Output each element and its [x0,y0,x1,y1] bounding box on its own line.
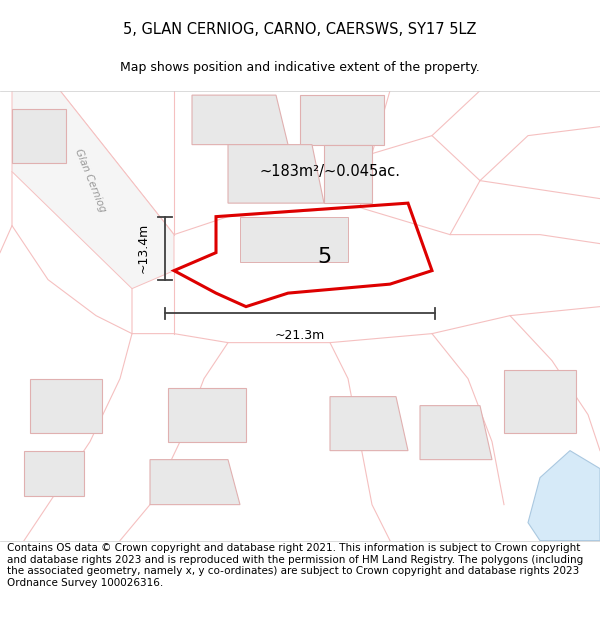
Polygon shape [12,109,66,162]
Polygon shape [528,451,600,541]
Text: ~13.4m: ~13.4m [137,223,150,273]
Polygon shape [12,91,174,289]
Text: 5: 5 [317,247,331,267]
Polygon shape [24,451,84,496]
Polygon shape [324,144,372,203]
Polygon shape [150,459,240,504]
Polygon shape [300,95,384,144]
Polygon shape [168,388,246,442]
Text: Map shows position and indicative extent of the property.: Map shows position and indicative extent… [120,61,480,74]
Polygon shape [228,144,324,203]
Text: 5, GLAN CERNIOG, CARNO, CAERSWS, SY17 5LZ: 5, GLAN CERNIOG, CARNO, CAERSWS, SY17 5L… [123,21,477,36]
Text: ~21.3m: ~21.3m [275,329,325,342]
Text: Contains OS data © Crown copyright and database right 2021. This information is : Contains OS data © Crown copyright and d… [7,543,583,588]
Text: Glan Cerniog: Glan Cerniog [73,148,107,214]
Polygon shape [420,406,492,459]
Polygon shape [504,369,576,432]
Polygon shape [240,217,348,262]
Polygon shape [30,379,102,432]
Text: ~183m²/~0.045ac.: ~183m²/~0.045ac. [260,164,401,179]
Polygon shape [330,397,408,451]
Polygon shape [192,95,288,144]
